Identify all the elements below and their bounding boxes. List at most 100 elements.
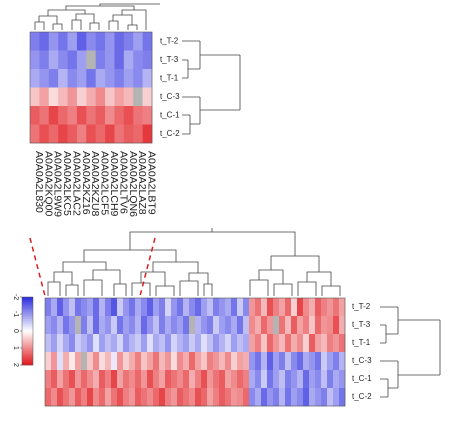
- heatmap-cell: [291, 352, 298, 371]
- heatmap-cell: [95, 106, 106, 125]
- heatmap-cell: [165, 388, 172, 407]
- heatmap-cell: [159, 298, 166, 317]
- colorbar-segment: [22, 361, 33, 364]
- heatmap-cell: [309, 352, 316, 371]
- row-label: t_C-3: [160, 92, 180, 101]
- heatmap-cell: [327, 316, 334, 335]
- heatmap-cell: [57, 298, 64, 317]
- heatmap-cell: [237, 316, 244, 335]
- heatmap-cell: [321, 388, 328, 407]
- heatmap-cell: [39, 87, 50, 107]
- row-dendrogram: [380, 306, 441, 398]
- heatmap-cell: [219, 370, 226, 389]
- row-label: t_C-2: [352, 392, 372, 401]
- heatmap-cell: [285, 298, 292, 317]
- heatmap-cell: [67, 69, 78, 88]
- heatmap-cell: [48, 124, 59, 144]
- row-label: t_T-1: [352, 338, 371, 347]
- heatmap-cell: [303, 370, 310, 389]
- heatmap-cell: [261, 298, 268, 317]
- heatmap-cell: [225, 370, 232, 389]
- heatmap-cell: [159, 370, 166, 389]
- heatmap-cell: [207, 370, 214, 389]
- heatmap-cell: [207, 388, 214, 407]
- heatmap-cell: [171, 316, 178, 335]
- colorbar-segment: [22, 297, 33, 299]
- colorbar-segment: [22, 325, 33, 328]
- heatmap-cell: [213, 316, 220, 335]
- heatmap-cell: [114, 50, 125, 70]
- heatmap-cell: [291, 298, 298, 317]
- heatmap-cell: [129, 370, 136, 389]
- heatmap-cell: [297, 298, 304, 317]
- colorbar-segment: [22, 305, 33, 308]
- heatmap-cell: [207, 352, 214, 371]
- colorbar-segment: [22, 354, 33, 357]
- colorbar-segment: [22, 312, 33, 315]
- colorbar-segment: [22, 317, 33, 320]
- heatmap-cell: [63, 370, 70, 389]
- row-label: t_T-1: [160, 73, 179, 82]
- heatmap-cell: [63, 316, 70, 335]
- heatmap-cell: [117, 352, 124, 371]
- heatmap-cell: [67, 87, 78, 107]
- heatmap-cell: [133, 106, 143, 125]
- heatmap-cell: [51, 370, 58, 389]
- heatmap-cell: [339, 316, 346, 335]
- heatmap-cell: [243, 370, 250, 389]
- heatmap-cell: [111, 352, 118, 371]
- colorbar-segment: [22, 324, 33, 327]
- heatmap-cell: [105, 388, 112, 407]
- heatmap-cell: [201, 352, 208, 371]
- heatmap-cell: [297, 388, 304, 407]
- heatmap-cell: [30, 87, 40, 107]
- heatmap-cell: [105, 316, 112, 335]
- heatmap-cell: [177, 370, 184, 389]
- heatmap-cell: [114, 32, 125, 51]
- heatmap-cell: [133, 87, 143, 107]
- colorbar-segment: [22, 315, 33, 318]
- heatmap-cell: [267, 388, 274, 407]
- colorbar-segment: [22, 344, 33, 347]
- heatmap-cell: [255, 316, 262, 335]
- heatmap-cell: [87, 298, 94, 317]
- colorbar-segment: [22, 322, 33, 325]
- heatmap-cell: [171, 298, 178, 317]
- heatmap-cell: [75, 370, 82, 389]
- heatmap-cell: [255, 334, 262, 353]
- heatmap-cell: [333, 298, 340, 317]
- heatmap-cell: [99, 298, 106, 317]
- heatmap-cell: [30, 69, 40, 88]
- heatmap-cell: [111, 334, 118, 353]
- heatmap-cell: [237, 352, 244, 371]
- heatmap-cell: [291, 388, 298, 407]
- heatmap-cell: [141, 334, 148, 353]
- colorbar-segment: [22, 308, 33, 311]
- heatmap-cell: [105, 334, 112, 353]
- heatmap-cell: [213, 388, 220, 407]
- heatmap-cell: [141, 370, 148, 389]
- colorbar-segment: [22, 342, 33, 345]
- heatmap-cell: [81, 370, 88, 389]
- heatmap-cell: [99, 334, 106, 353]
- column-label: A0A0A2LAC2: [70, 151, 82, 216]
- heatmap-cell: [123, 334, 130, 353]
- heatmap-cell: [165, 298, 172, 317]
- heatmap-cell: [51, 352, 58, 371]
- heatmap-cell: [267, 298, 274, 317]
- heatmap-cell: [95, 124, 106, 144]
- heatmap-cell: [129, 352, 136, 371]
- heatmap-cell: [219, 388, 226, 407]
- heatmap-cell: [81, 334, 88, 353]
- heatmap-cell: [207, 316, 214, 335]
- heatmap-cell: [93, 388, 100, 407]
- heatmap-cell: [279, 316, 286, 335]
- heatmap-cell: [129, 388, 136, 407]
- heatmap-cell: [315, 334, 322, 353]
- heatmap-cell: [58, 124, 68, 144]
- heatmap-cell: [51, 388, 58, 407]
- heatmap-cell: [67, 106, 78, 125]
- heatmap-cell: [225, 388, 232, 407]
- heatmap-cell: [231, 316, 238, 335]
- heatmap-cell: [153, 298, 160, 317]
